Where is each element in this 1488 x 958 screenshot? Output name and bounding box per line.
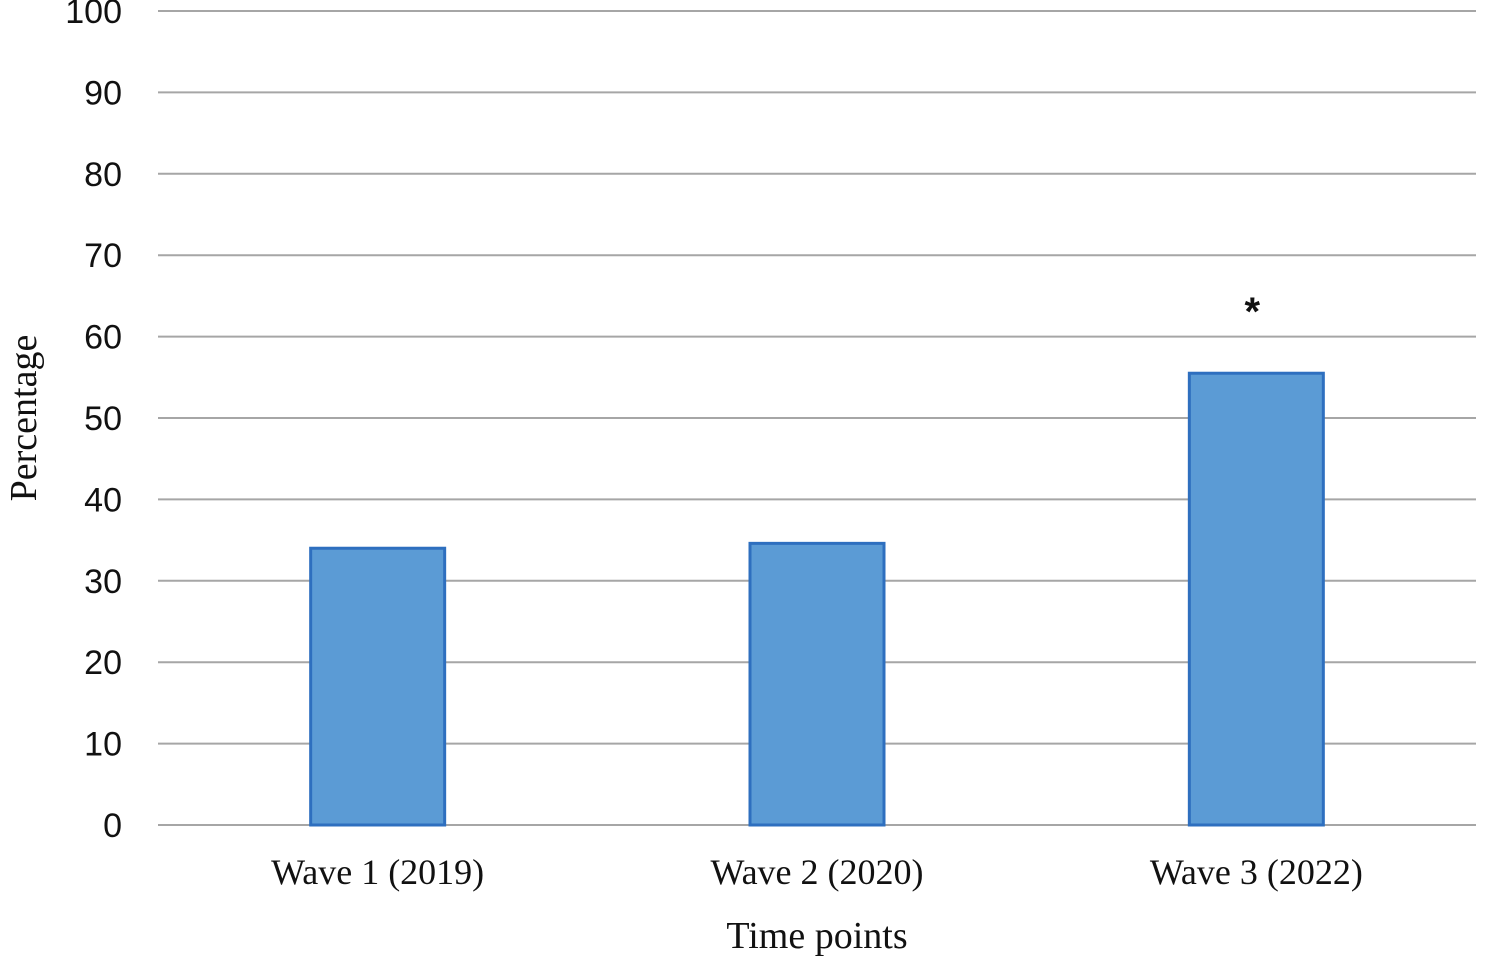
y-axis-title: Percentage (3, 335, 45, 502)
x-axis-title: Time points (726, 915, 907, 957)
x-axis-ticks: Wave 1 (2019) Wave 2 (2020) Wave 3 (2022) (271, 852, 1363, 892)
y-tick-label: 70 (84, 237, 122, 275)
y-tick-label: 30 (84, 563, 122, 601)
y-tick-label: 50 (84, 400, 122, 438)
bar (748, 541, 886, 827)
bar (309, 546, 447, 827)
x-tick-label: Wave 2 (2020) (710, 852, 923, 892)
bars (309, 371, 1325, 827)
y-tick-label: 60 (84, 319, 122, 357)
y-tick-label: 0 (103, 807, 122, 845)
y-tick-label: 100 (65, 0, 122, 31)
y-tick-label: 90 (84, 74, 122, 112)
y-axis-ticks: 0 10 20 30 40 50 60 70 80 90 100 (65, 0, 122, 845)
y-tick-label: 10 (84, 726, 122, 764)
y-tick-label: 80 (84, 156, 122, 194)
bar (1187, 371, 1325, 827)
y-tick-label: 20 (84, 644, 122, 682)
annotations: * (1245, 290, 1261, 334)
x-tick-label: Wave 3 (2022) (1150, 852, 1363, 892)
significance-marker: * (1245, 290, 1261, 334)
x-tick-label: Wave 1 (2019) (271, 852, 484, 892)
y-tick-label: 40 (84, 481, 122, 519)
